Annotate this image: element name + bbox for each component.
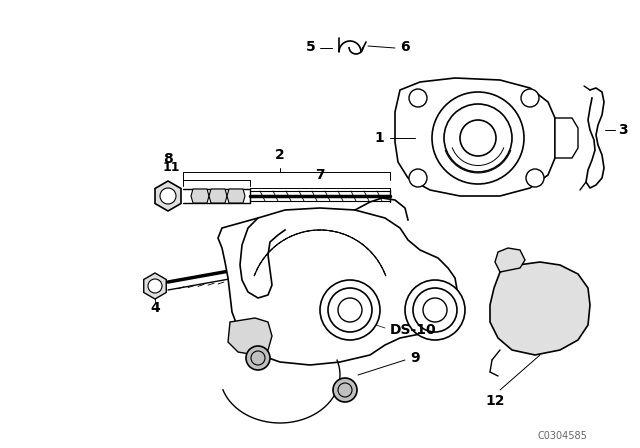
Circle shape [432, 92, 524, 184]
Polygon shape [209, 189, 227, 203]
Circle shape [409, 169, 427, 187]
Polygon shape [228, 318, 272, 355]
Text: 11: 11 [163, 161, 180, 174]
Text: 9: 9 [410, 351, 420, 365]
Polygon shape [218, 208, 458, 365]
Circle shape [333, 378, 357, 402]
Polygon shape [191, 189, 209, 203]
Text: 6: 6 [400, 40, 410, 54]
Text: 3: 3 [618, 123, 628, 137]
Text: C0304585: C0304585 [537, 431, 587, 441]
Text: 1: 1 [374, 131, 384, 145]
Polygon shape [227, 189, 245, 203]
Polygon shape [144, 273, 166, 299]
Circle shape [246, 346, 270, 370]
Circle shape [160, 188, 176, 204]
Text: 4: 4 [150, 301, 160, 315]
Circle shape [526, 169, 544, 187]
Text: 8: 8 [163, 152, 173, 166]
Circle shape [521, 89, 539, 107]
Text: 2: 2 [275, 148, 285, 162]
Polygon shape [495, 248, 525, 272]
Polygon shape [555, 118, 578, 158]
Polygon shape [155, 181, 181, 211]
Text: 7: 7 [315, 168, 325, 182]
Text: 5: 5 [307, 40, 316, 54]
Polygon shape [490, 262, 590, 355]
Circle shape [409, 89, 427, 107]
Text: DS-10: DS-10 [390, 323, 436, 337]
Circle shape [148, 279, 162, 293]
Circle shape [405, 280, 465, 340]
Polygon shape [395, 78, 555, 196]
Circle shape [320, 280, 380, 340]
Text: 12: 12 [485, 394, 505, 408]
